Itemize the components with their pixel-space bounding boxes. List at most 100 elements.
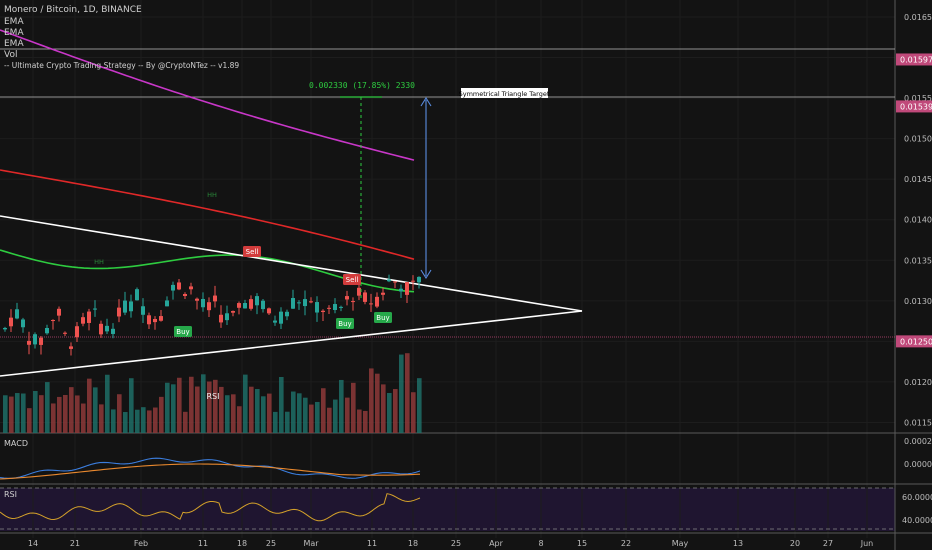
time-axis[interactable]: 14 21 Feb 11 18 25 Mar 11 18 25 Apr 8 15 22 May 13 20 27 J… xyxy=(28,539,873,548)
candle-body xyxy=(261,300,265,310)
time-tick-label: 25 xyxy=(451,539,461,548)
macd-tick: 0.0000 xyxy=(904,460,932,469)
candle-body xyxy=(81,317,85,324)
volume-bar xyxy=(135,409,140,433)
time-tick-label: 13 xyxy=(733,539,743,548)
volume-bar xyxy=(405,353,410,433)
price-tick-label: 0.013000 xyxy=(904,297,932,306)
volume-bar xyxy=(225,395,230,433)
volume-bar xyxy=(255,389,260,433)
candle-body xyxy=(189,286,193,290)
volume-bar xyxy=(9,396,14,433)
candle-body xyxy=(207,302,211,311)
triangle-lower-line[interactable] xyxy=(0,310,583,377)
time-tick-label: 15 xyxy=(577,539,587,548)
volume-bar xyxy=(267,393,272,433)
price-tick-label: 0.016500 xyxy=(904,13,932,22)
candle-body xyxy=(57,308,61,316)
volume-bar xyxy=(285,411,290,433)
candle-body xyxy=(237,303,241,308)
candle-body xyxy=(69,346,73,349)
candle-body xyxy=(273,320,277,323)
volume-bar xyxy=(237,406,242,433)
candle-body xyxy=(357,287,361,296)
candle-body xyxy=(321,310,325,313)
rsi-tick: 40.0000 xyxy=(902,516,932,525)
macd-signal-line xyxy=(0,463,421,480)
candle-body xyxy=(213,295,217,302)
indicator-legend-ema-3[interactable]: EMA xyxy=(4,39,24,49)
volume-bar xyxy=(195,386,200,433)
time-tick-label: Jun xyxy=(860,539,874,548)
price-axis[interactable]: 0.0165000.0160000.0155000.0150000.014500… xyxy=(896,13,932,427)
candle-body xyxy=(195,298,199,301)
candle-body xyxy=(267,308,271,314)
candle-body xyxy=(129,301,133,312)
indicator-legend-vol[interactable]: Vol xyxy=(4,50,17,60)
candle-body xyxy=(243,302,247,309)
macd-lines xyxy=(0,457,421,480)
candle-body xyxy=(285,311,289,317)
candle-body xyxy=(333,304,337,310)
rsi-tick: 60.0000 xyxy=(902,493,932,502)
volume-bar xyxy=(63,394,68,433)
volume-bar xyxy=(279,376,284,433)
measure-label: 0.002330 (17.85%) 2330 xyxy=(309,81,415,90)
volume-bar xyxy=(357,409,362,433)
candle-body xyxy=(75,326,79,338)
signal-label: Buy xyxy=(338,320,351,328)
time-tick-label: 21 xyxy=(70,539,80,548)
macd-title: MACD xyxy=(4,439,28,448)
volume-bar xyxy=(339,379,344,433)
volume-bar xyxy=(105,374,110,433)
candle-body xyxy=(327,307,331,309)
volume-bar xyxy=(399,354,404,433)
chart-title: Monero / Bitcoin, 1D, BINANCE xyxy=(4,5,142,15)
volume-bar xyxy=(333,399,338,433)
volume-label: RSI xyxy=(207,392,220,401)
volume-bar xyxy=(243,374,248,433)
candle-body xyxy=(291,298,295,309)
ema-long-line[interactable] xyxy=(0,29,415,161)
indicator-legend-ema-2[interactable]: EMA xyxy=(4,28,24,38)
signal-badge xyxy=(343,274,361,285)
candle-body xyxy=(231,310,235,313)
candle-body xyxy=(123,300,127,313)
time-tick-label: 11 xyxy=(198,539,208,548)
volume-bar xyxy=(171,384,176,433)
pivot-label: HH xyxy=(207,191,217,199)
candle-body xyxy=(297,302,301,304)
volume-bar xyxy=(231,394,236,433)
candle-body xyxy=(3,327,7,330)
time-tick-label: 18 xyxy=(237,539,247,548)
ema-mid-line[interactable] xyxy=(0,169,415,260)
volume-bar xyxy=(33,390,38,433)
candles xyxy=(3,274,421,356)
candle-body xyxy=(21,319,25,328)
candle-body xyxy=(93,308,97,310)
volume-bar xyxy=(39,395,44,433)
time-tick-label: 14 xyxy=(28,539,38,548)
time-tick-label: 8 xyxy=(538,539,543,548)
candle-body xyxy=(279,311,283,324)
signal-label: Buy xyxy=(176,328,189,336)
triangle-upper-line[interactable] xyxy=(0,215,583,312)
price-tick-label: 0.014500 xyxy=(904,175,932,184)
volume-bar xyxy=(369,368,374,433)
volume-bar xyxy=(411,392,416,433)
indicator-legend-ema-1[interactable]: EMA xyxy=(4,17,24,27)
indicator-legend-strategy[interactable]: -- Ultimate Crypto Trading Strategy -- B… xyxy=(4,61,239,70)
candle-body xyxy=(9,317,13,327)
volume-bar xyxy=(183,411,188,433)
candle-body xyxy=(159,316,163,321)
candle-body xyxy=(387,279,391,282)
candle-body xyxy=(183,294,187,296)
signal-markers: Buy Sell Sell Buy Buy HH HH xyxy=(94,191,392,337)
volume-bar xyxy=(393,389,398,433)
volume-bar xyxy=(291,391,296,433)
volume-bar xyxy=(75,395,80,433)
volume-bar xyxy=(303,397,308,433)
volume-bar xyxy=(213,379,218,433)
price-badge-label: 0.015397 xyxy=(900,102,932,111)
